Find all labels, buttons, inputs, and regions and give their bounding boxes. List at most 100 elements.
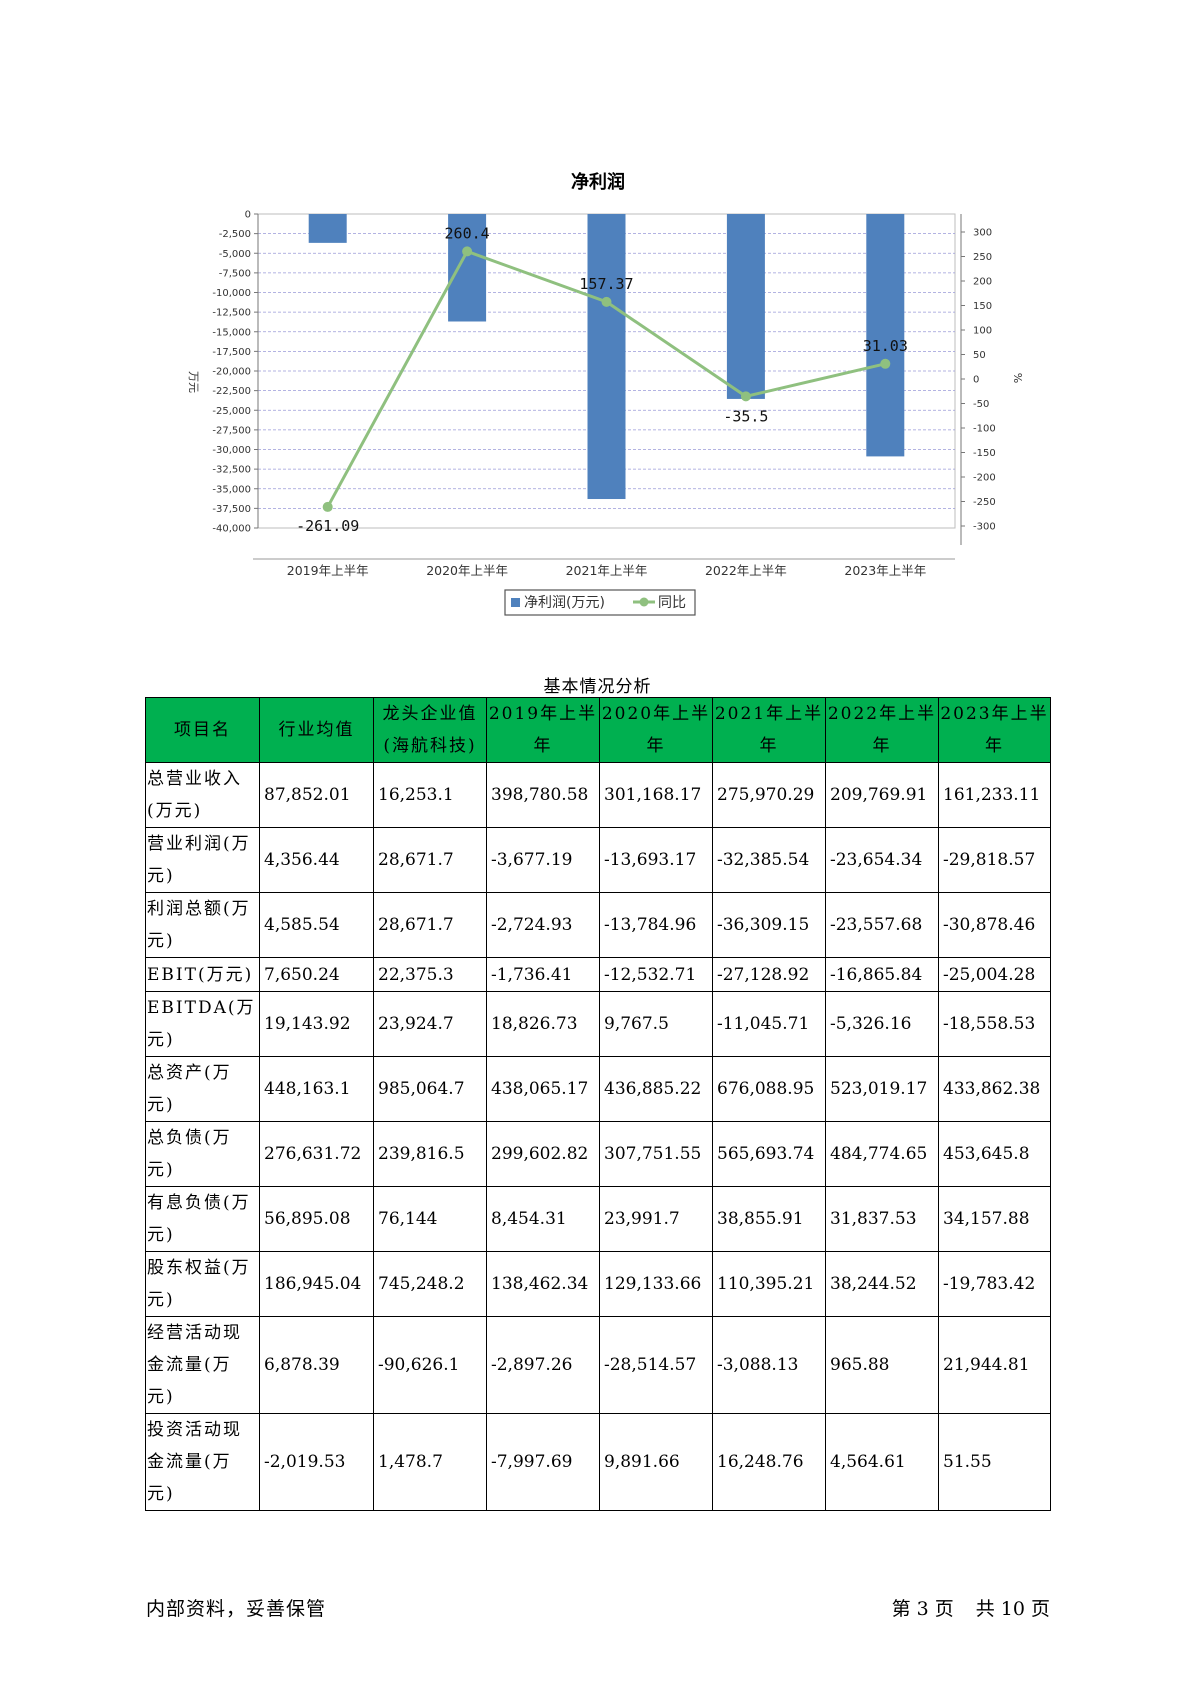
yoy-data-label: 260.4: [445, 224, 490, 242]
table-cell: 676,088.95: [712, 1056, 826, 1122]
y-tick-label: -40,000: [212, 524, 251, 535]
row-header-cell: 利润总额(万元): [145, 892, 260, 958]
table-cell: 22,375.3: [373, 957, 487, 992]
y2-tick-label: 250: [973, 252, 992, 263]
row-header-cell: 总负债(万元): [145, 1121, 260, 1187]
table-cell: -1,736.41: [486, 957, 600, 992]
y-tick-label: 0: [245, 210, 251, 221]
table-cell: 31,837.53: [825, 1186, 939, 1252]
y2-tick-label: 200: [973, 277, 992, 288]
table-cell: 448,163.1: [259, 1056, 374, 1122]
table-cell: 23,924.7: [373, 991, 487, 1057]
y-tick-label: -37,500: [212, 504, 251, 515]
basic-analysis-table: 项目名 行业均值 龙头企业值(海航科技) 2019年上半年 2020年上半年 2021年上…: [145, 697, 1051, 1511]
column-header: 项目名: [145, 697, 260, 763]
row-header-cell: 股东权益(万元): [145, 1251, 260, 1317]
table-cell: 453,645.8: [938, 1121, 1051, 1187]
column-header: 2022年上半年: [825, 697, 939, 763]
table-cell: -27,128.92: [712, 957, 826, 992]
table-cell: 484,774.65: [825, 1121, 939, 1187]
table-row: 总资产(万元) 448,163.1 985,064.7 438,065.17 436,8…: [145, 1056, 1051, 1122]
chart-title: 净利润: [571, 171, 625, 193]
table-cell: 7,650.24: [259, 957, 374, 992]
table-cell: 38,855.91: [712, 1186, 826, 1252]
column-header: 2019年上半年: [486, 697, 600, 763]
table-row: 有息负债(万元) 56,895.08 76,144 8,454.31 23,991.7 3…: [145, 1186, 1051, 1252]
y2-tick-label: -200: [973, 473, 996, 484]
y-tick-label: -2,500: [219, 229, 251, 240]
table-cell: 438,065.17: [486, 1056, 600, 1122]
row-header-cell: EBIT(万元): [145, 957, 260, 992]
table-caption: 基本情况分析: [543, 677, 652, 697]
table-row: 营业利润(万元) 4,356.44 28,671.7 -3,677.19 -13,693…: [145, 827, 1051, 893]
table-cell: 19,143.92: [259, 991, 374, 1057]
table-cell: -3,088.13: [712, 1316, 826, 1414]
table-cell: 16,253.1: [373, 762, 487, 828]
page-label: 页: [934, 1598, 954, 1620]
table-cell: 433,862.38: [938, 1056, 1051, 1122]
row-header-cell: 有息负债(万元): [145, 1186, 260, 1252]
table-cell: 9,891.66: [599, 1413, 713, 1511]
y-tick-label: -20,000: [212, 367, 251, 378]
table-row: 股东权益(万元) 186,945.04 745,248.2 138,462.34 129…: [145, 1251, 1051, 1317]
y-tick-label: -15,000: [212, 327, 251, 338]
table-cell: 523,019.17: [825, 1056, 939, 1122]
table-cell: 9,767.5: [599, 991, 713, 1057]
table-row: 总营业收入(万元) 87,852.01 16,253.1 398,780.58 301,…: [145, 762, 1051, 828]
column-header: 2021年上半年: [712, 697, 826, 763]
y2-tick-label: -300: [973, 522, 996, 533]
table-cell: 186,945.04: [259, 1251, 374, 1317]
footer-confidential-note: 内部资料，妥善保管: [146, 1598, 327, 1620]
total-label: 共: [975, 1598, 995, 1620]
table-cell: 4,585.54: [259, 892, 374, 958]
table-cell: 307,751.55: [599, 1121, 713, 1187]
table-cell: -28,514.57: [599, 1316, 713, 1414]
y2-tick-label: 0: [973, 375, 979, 386]
column-header: 行业均值: [259, 697, 374, 763]
table-cell: -5,326.16: [825, 991, 939, 1057]
y2-tick-label: -150: [973, 448, 996, 459]
y2-tick-label: 100: [973, 326, 992, 337]
table-cell: -25,004.28: [938, 957, 1051, 992]
table-cell: -12,532.71: [599, 957, 713, 992]
y-tick-label: -7,500: [219, 268, 251, 279]
y-axis-label: 万元: [187, 371, 200, 393]
row-header-cell: 总营业收入(万元): [145, 762, 260, 828]
table-cell: 28,671.7: [373, 892, 487, 958]
table-cell: 239,816.5: [373, 1121, 487, 1187]
yoy-point: [601, 296, 612, 307]
x-category-label: 2021年上半年: [566, 563, 648, 578]
yoy-data-label: -35.5: [723, 407, 768, 425]
legend-line-label: 同比: [658, 595, 686, 611]
table-cell: 4,564.61: [825, 1413, 939, 1511]
table-cell: 275,970.29: [712, 762, 826, 828]
table-cell: 129,133.66: [599, 1251, 713, 1317]
table-header: 项目名 行业均值 龙头企业值(海航科技) 2019年上半年 2020年上半年 2021年上…: [145, 697, 1051, 763]
row-header-cell: 营业利润(万元): [145, 827, 260, 893]
y-tick-label: -27,500: [212, 425, 251, 436]
table-cell: 276,631.72: [259, 1121, 374, 1187]
row-header-cell: 经营活动现金流量(万元): [145, 1316, 260, 1414]
table-cell: 138,462.34: [486, 1251, 600, 1317]
table-row: 经营活动现金流量(万元) 6,878.39 -90,626.1 -2,897.26 -2…: [145, 1316, 1051, 1414]
table-cell: -3,677.19: [486, 827, 600, 893]
net-profit-chart: 净利润 0 -2,500 -5,000 -7,500 -10,000 -12,500 -15,…: [0, 0, 1191, 640]
chart-canvas: 净利润 0 -2,500 -5,000 -7,500 -10,000 -12,500 -15,…: [187, 171, 1024, 616]
page-current: 3: [916, 1598, 929, 1620]
table-cell: 16,248.76: [712, 1413, 826, 1511]
table-cell: 56,895.08: [259, 1186, 374, 1252]
table-row: 利润总额(万元) 4,585.54 28,671.7 -2,724.93 -13,784…: [145, 892, 1051, 958]
table-cell: 8,454.31: [486, 1186, 600, 1252]
table-cell: -7,997.69: [486, 1413, 600, 1511]
table-cell: 18,826.73: [486, 991, 600, 1057]
yoy-data-label: 31.03: [863, 337, 908, 355]
table-cell: 1,478.7: [373, 1413, 487, 1511]
table-cell: 21,944.81: [938, 1316, 1051, 1414]
table-cell: 985,064.7: [373, 1056, 487, 1122]
table-cell: 965.88: [825, 1316, 939, 1414]
y2-tick-label: 300: [973, 228, 992, 239]
y-tick-label: -10,000: [212, 288, 251, 299]
y-tick-label: -17,500: [212, 347, 251, 358]
table-cell: 76,144: [373, 1186, 487, 1252]
table-cell: -18,558.53: [938, 991, 1051, 1057]
